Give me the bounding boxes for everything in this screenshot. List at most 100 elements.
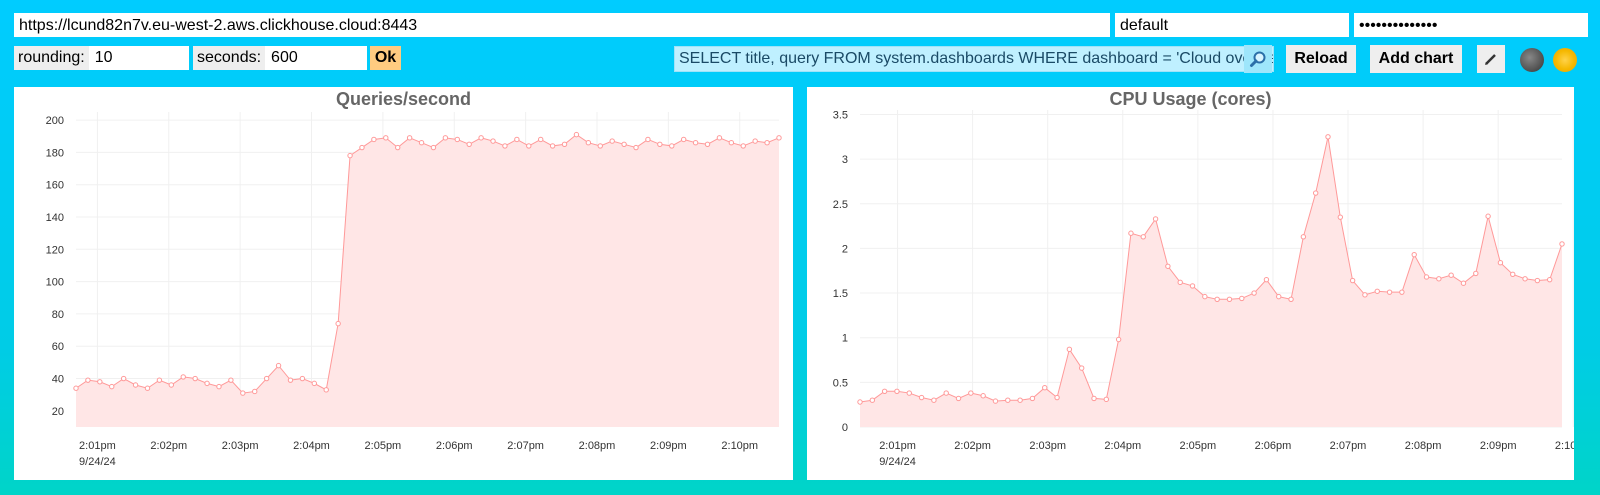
data-point xyxy=(573,131,580,138)
ok-button[interactable]: Ok xyxy=(370,46,401,70)
data-point xyxy=(85,377,91,383)
data-point xyxy=(406,135,413,141)
chart-panel-queries: Queries/second 20 40 60 80 100 120 140 160 180 20… xyxy=(14,87,793,480)
data-point xyxy=(1497,259,1504,266)
data-point xyxy=(263,375,270,382)
x-tick-label: 2:01pm xyxy=(879,440,916,452)
data-point xyxy=(1103,396,1110,403)
data-point xyxy=(73,385,79,391)
x-tick-label: 2:09pm xyxy=(1480,440,1517,452)
data-point xyxy=(132,382,139,388)
data-point xyxy=(1078,365,1085,371)
data-point xyxy=(609,138,615,144)
x-tick-label: 2:01pm xyxy=(79,440,116,452)
y-tick-label: 200 xyxy=(46,115,64,127)
data-point xyxy=(931,397,937,403)
data-point xyxy=(228,377,234,383)
url-input[interactable]: https://lcund82n7v.eu-west-2.aws.clickho… xyxy=(14,13,1110,37)
query-input[interactable]: SELECT title, query FROM system.dashboar… xyxy=(674,46,1274,72)
data-point xyxy=(1411,251,1417,258)
rounding-input[interactable]: 10 xyxy=(94,49,113,66)
data-point xyxy=(537,136,544,143)
data-point xyxy=(478,135,484,141)
data-point xyxy=(752,138,758,144)
data-point xyxy=(526,143,532,149)
seconds-field[interactable]: seconds: 600 xyxy=(193,46,367,70)
chart-title: CPU Usage (cores) xyxy=(1109,89,1272,109)
x-tick-label: 2:06pm xyxy=(436,440,473,452)
data-point xyxy=(1165,263,1171,269)
x-tick-label: 2:08pm xyxy=(1405,440,1442,452)
data-point xyxy=(980,393,986,399)
data-point xyxy=(1251,290,1257,296)
data-point xyxy=(561,141,568,148)
data-point xyxy=(621,141,627,148)
data-point xyxy=(442,135,449,141)
seconds-input[interactable]: 600 xyxy=(271,49,298,66)
data-point xyxy=(1066,346,1073,353)
data-point xyxy=(490,138,496,144)
y-tick-label: 3 xyxy=(842,154,848,166)
user-input[interactable]: default xyxy=(1115,13,1349,37)
data-point xyxy=(418,139,425,146)
data-point xyxy=(252,388,258,395)
x-date-label: 9/24/24 xyxy=(79,456,116,468)
data-point xyxy=(633,144,639,151)
edit-button[interactable] xyxy=(1477,45,1505,73)
y-tick-label: 2 xyxy=(842,243,848,255)
data-point xyxy=(299,375,306,382)
x-tick-label: 2:02pm xyxy=(150,440,187,452)
queries-chart: 20 40 60 80 100 120 140 160 180 200 2:01pm 2:02pm 2:… xyxy=(46,112,782,468)
x-tick-label: 2:10pm xyxy=(1555,440,1574,452)
x-date-label: 9/24/24 xyxy=(879,456,916,468)
data-point xyxy=(1436,276,1442,282)
x-tick-label: 2:06pm xyxy=(1255,440,1292,452)
data-point xyxy=(502,143,508,149)
y-tick-label: 120 xyxy=(46,244,64,256)
data-point xyxy=(1386,289,1393,295)
data-point xyxy=(144,385,151,391)
series-area xyxy=(860,136,1562,427)
data-point xyxy=(881,388,888,394)
search-button[interactable] xyxy=(1244,45,1272,73)
data-point xyxy=(1177,279,1183,286)
data-point xyxy=(857,399,863,405)
data-point xyxy=(454,136,460,143)
data-point xyxy=(704,141,711,148)
reload-button[interactable]: Reload xyxy=(1286,45,1356,73)
moon-icon[interactable] xyxy=(1520,48,1544,72)
data-point xyxy=(1460,280,1467,286)
search-icon xyxy=(1250,51,1266,67)
rounding-field[interactable]: rounding: 10 xyxy=(14,46,189,70)
data-point xyxy=(597,143,603,149)
data-point xyxy=(97,379,103,385)
data-point xyxy=(1423,274,1430,280)
data-point xyxy=(1399,289,1405,295)
sun-icon[interactable] xyxy=(1553,48,1577,72)
data-point xyxy=(514,136,520,143)
data-point xyxy=(645,136,651,143)
x-tick-label: 2:03pm xyxy=(222,440,259,452)
data-point xyxy=(1448,272,1454,278)
data-point xyxy=(776,135,782,141)
data-point xyxy=(1054,394,1060,401)
x-tick-label: 2:07pm xyxy=(1330,440,1367,452)
data-point xyxy=(109,383,115,390)
x-tick-label: 2:04pm xyxy=(1104,440,1141,452)
password-input[interactable]: •••••••••••••• xyxy=(1354,13,1588,37)
y-tick-label: 20 xyxy=(52,406,64,418)
data-point xyxy=(728,139,735,146)
add-chart-button[interactable]: Add chart xyxy=(1370,45,1462,73)
data-point xyxy=(906,390,912,396)
data-point xyxy=(1288,296,1294,303)
y-tick-label: 180 xyxy=(46,147,64,159)
data-point xyxy=(1349,277,1356,284)
x-tick-label: 2:04pm xyxy=(293,440,330,452)
x-tick-label: 2:07pm xyxy=(507,440,544,452)
data-point xyxy=(764,139,770,146)
data-point xyxy=(1534,277,1541,284)
data-point xyxy=(585,139,592,146)
data-point xyxy=(740,143,746,149)
y-tick-label: 60 xyxy=(52,341,64,353)
y-tick-label: 80 xyxy=(52,309,64,321)
